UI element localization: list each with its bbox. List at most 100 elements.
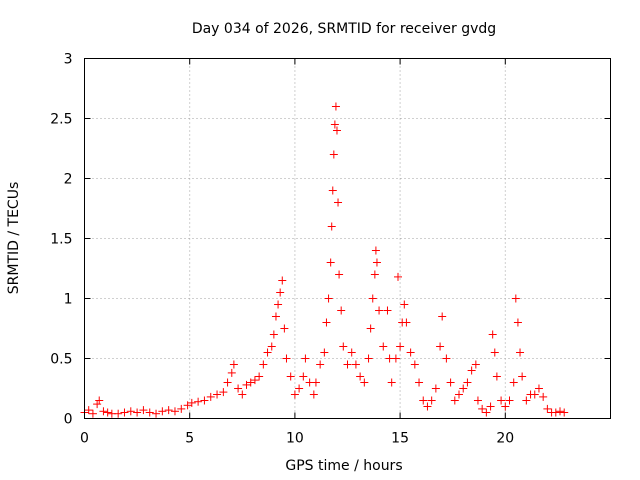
data-point [360, 378, 369, 387]
data-point [513, 318, 522, 327]
y-tick-label: 2.5 [50, 112, 72, 128]
data-point [99, 407, 108, 416]
data-point [375, 306, 384, 315]
x-tick-label: 10 [286, 431, 304, 447]
data-point [446, 378, 455, 387]
data-point [366, 324, 375, 333]
data-point [139, 406, 148, 415]
grid [84, 58, 611, 419]
y-tick-label: 2 [64, 172, 73, 188]
data-point [88, 409, 97, 418]
axis-ticks: 0 5 10 15 20 0 0.5 1 1.5 2 2.5 3 [50, 52, 611, 447]
data-point [492, 372, 501, 381]
data-point [316, 360, 325, 369]
data-point [347, 348, 356, 357]
data-point [419, 396, 428, 405]
x-axis-label: GPS time / hours [285, 458, 402, 474]
data-point [246, 378, 255, 387]
data-point [267, 342, 276, 351]
data-point [339, 342, 348, 351]
data-point [471, 360, 480, 369]
chart-title: Day 034 of 2026, SRMTID for receiver gvd… [192, 21, 496, 37]
x-tick-label: 15 [391, 431, 409, 447]
data-point [309, 390, 318, 399]
data-point [177, 404, 186, 413]
data-point [356, 372, 365, 381]
data-point [450, 396, 459, 405]
data-point [463, 378, 472, 387]
y-tick-label: 0 [64, 412, 73, 428]
data-point [194, 397, 203, 406]
data-point [522, 396, 531, 405]
data-point [501, 402, 510, 411]
data-point [490, 348, 499, 357]
data-point [242, 380, 251, 389]
data-point [423, 402, 432, 411]
data-point [436, 342, 445, 351]
data-point [518, 372, 527, 381]
data-point [95, 396, 104, 405]
data-point [330, 120, 339, 129]
data-point [442, 354, 451, 363]
data-point [301, 354, 310, 363]
data-point [84, 406, 93, 415]
data-point [391, 354, 400, 363]
data-point [402, 318, 411, 327]
data-point [351, 360, 360, 369]
data-point [482, 408, 491, 417]
data-point [326, 258, 335, 267]
data-point [213, 390, 222, 399]
data-point [396, 342, 405, 351]
data-point [364, 354, 373, 363]
data-point [320, 348, 329, 357]
data-point [238, 390, 247, 399]
data-point [534, 384, 543, 393]
data-point [324, 294, 333, 303]
data-points [80, 102, 569, 418]
data-point [269, 330, 278, 339]
data-point [478, 404, 487, 413]
data-point [329, 150, 338, 159]
data-point [505, 396, 514, 405]
data-point [539, 392, 548, 401]
data-point [556, 407, 565, 416]
data-point [488, 330, 497, 339]
data-point [164, 406, 173, 415]
data-point [250, 376, 259, 385]
data-point [497, 396, 506, 405]
data-point [331, 102, 340, 111]
data-point [114, 409, 123, 418]
data-point [299, 372, 308, 381]
data-point [459, 384, 468, 393]
data-point [282, 354, 291, 363]
data-point [383, 306, 392, 315]
x-tick-label: 0 [80, 431, 89, 447]
data-point [393, 272, 402, 281]
data-point [387, 378, 396, 387]
data-point [170, 407, 179, 416]
data-point [551, 408, 560, 417]
data-point [133, 408, 142, 417]
data-point [467, 366, 476, 375]
data-point [183, 401, 192, 410]
data-point [334, 198, 343, 207]
data-point [255, 372, 264, 381]
plot-frame [84, 58, 611, 419]
data-point [278, 276, 287, 285]
data-point [286, 372, 295, 381]
data-point [206, 392, 215, 401]
data-point [126, 407, 135, 416]
data-point [276, 288, 285, 297]
data-point [415, 378, 424, 387]
data-point [152, 409, 161, 418]
data-point [263, 348, 272, 357]
data-point [410, 360, 419, 369]
data-point [93, 400, 102, 409]
data-point [455, 390, 464, 399]
data-point [343, 360, 352, 369]
data-point [486, 402, 495, 411]
data-point [145, 408, 154, 417]
data-point [473, 396, 482, 405]
data-point [311, 378, 320, 387]
